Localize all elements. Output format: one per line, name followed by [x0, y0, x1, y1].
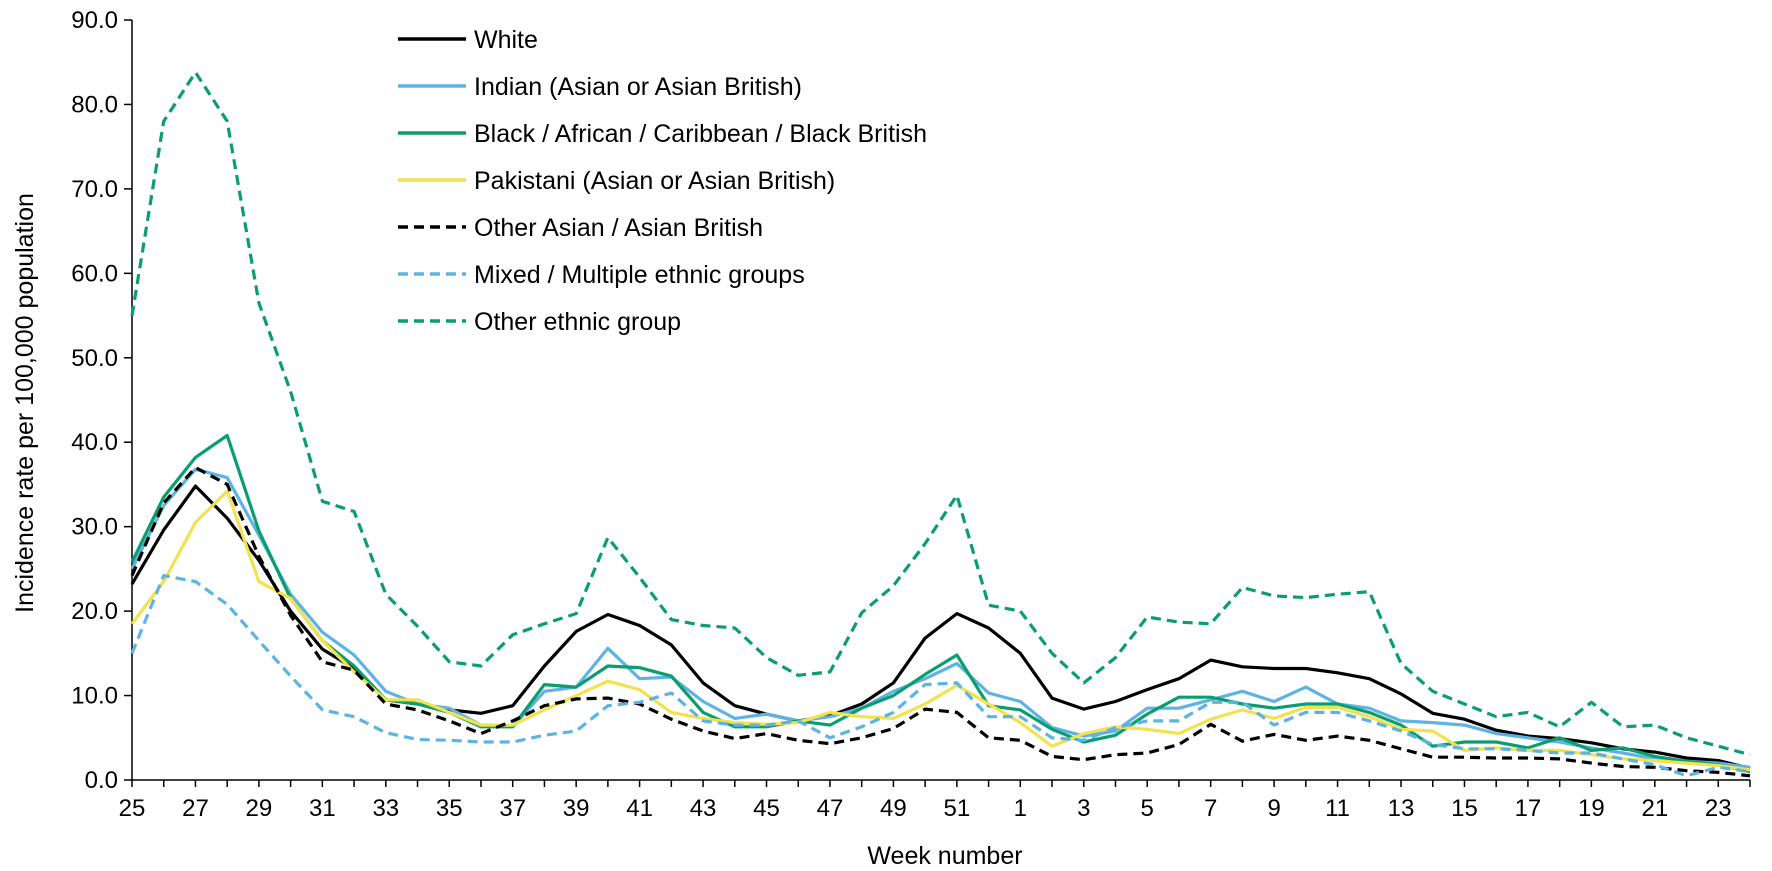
y-tick-label: 20.0: [71, 598, 118, 625]
legend-label: Black / African / Caribbean / Black Brit…: [474, 120, 927, 148]
y-tick-label: 30.0: [71, 514, 118, 541]
x-tick-label: 21: [1641, 795, 1668, 822]
x-tick-label: 45: [753, 795, 780, 822]
x-tick-label: 11: [1325, 795, 1350, 822]
x-tick-label: 3: [1077, 795, 1090, 822]
legend-label: Indian (Asian or Asian British): [474, 73, 802, 101]
x-axis: 25 27 29 31 33 35 37 39 41 43 45 47 49 51 1 3 5 7 9 11 13 15 1…: [119, 779, 1751, 822]
x-tick-label: 51: [944, 795, 971, 822]
x-tick-label: 33: [372, 795, 399, 822]
series-line-4: [130, 489, 1751, 772]
x-tick-label: 19: [1578, 795, 1605, 822]
series-line-7: [130, 70, 1751, 757]
y-axis-title: Incidence rate per 100,000 population: [11, 193, 39, 613]
x-tick-label: 13: [1388, 795, 1415, 822]
series-line-5: [130, 466, 1751, 778]
x-tick-label: 27: [182, 795, 209, 822]
x-tick-label: 7: [1204, 795, 1217, 822]
x-tick-label: 47: [817, 795, 844, 822]
x-tick-label: 1: [1014, 795, 1027, 822]
y-tick-label: 50.0: [71, 345, 118, 372]
x-tick-label: 31: [309, 795, 336, 822]
x-tick-label: 35: [436, 795, 463, 822]
x-tick-label: 23: [1705, 795, 1732, 822]
x-tick-label: 15: [1451, 795, 1478, 822]
legend: White Indian (Asian or Asian British) Blac…: [398, 26, 927, 336]
legend-label: Other Asian / Asian British: [474, 214, 763, 242]
series-line-2: [130, 467, 1751, 769]
x-tick-label: 25: [119, 795, 146, 822]
x-axis-title: Week number: [867, 842, 1022, 870]
y-axis: 0.0 10.0 20.0 30.0 40.0 50.0 60.0 70.0 80.0 90.0: [71, 7, 133, 794]
x-tick-label: 17: [1515, 795, 1542, 822]
legend-label: Mixed / Multiple ethnic groups: [474, 261, 805, 289]
y-tick-label: 70.0: [71, 176, 118, 203]
series-line-3: [130, 433, 1751, 774]
x-tick-label: 49: [880, 795, 907, 822]
y-tick-label: 10.0: [71, 683, 118, 710]
x-tick-label: 43: [690, 795, 717, 822]
series-line-6: [130, 573, 1751, 778]
y-tick-label: 40.0: [71, 429, 118, 456]
series-lines: [130, 70, 1751, 778]
y-tick-label: 0.0: [85, 767, 118, 794]
legend-label: Other ethnic group: [474, 308, 681, 336]
x-tick-label: 9: [1267, 795, 1280, 822]
y-tick-label: 80.0: [71, 91, 118, 118]
x-tick-label: 37: [499, 795, 526, 822]
legend-label: White: [474, 26, 538, 54]
y-tick-label: 90.0: [71, 7, 118, 34]
legend-label: Pakistani (Asian or Asian British): [474, 167, 835, 195]
x-tick-label: 29: [246, 795, 273, 822]
y-tick-label: 60.0: [71, 260, 118, 287]
x-tick-label: 39: [563, 795, 590, 822]
x-tick-label: 41: [626, 795, 653, 822]
x-tick-label: 5: [1141, 795, 1154, 822]
